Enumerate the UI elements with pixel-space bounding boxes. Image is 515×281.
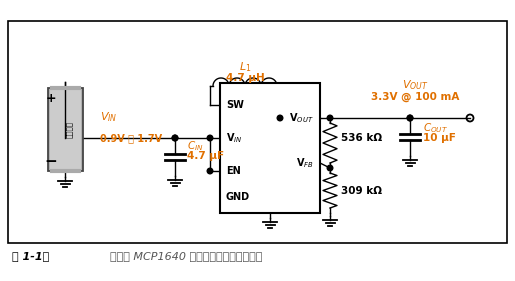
Circle shape [407,115,413,121]
Text: 536 kΩ: 536 kΩ [341,133,382,143]
Text: V$_{OUT}$: V$_{OUT}$ [289,111,314,125]
Text: GND: GND [226,192,250,202]
Text: 309 kΩ: 309 kΩ [341,185,382,196]
Text: 4.7 μH: 4.7 μH [226,73,264,83]
Text: V$_{FB}$: V$_{FB}$ [296,156,314,170]
Text: V$_{IN}$: V$_{IN}$ [226,131,243,145]
Circle shape [327,115,333,121]
Circle shape [327,165,333,171]
Text: 0.9V 至 1.7V: 0.9V 至 1.7V [100,133,162,143]
Text: SW: SW [226,100,244,110]
Circle shape [172,135,178,141]
Text: $L_1$: $L_1$ [239,60,251,74]
Text: $V_{OUT}$: $V_{OUT}$ [402,78,428,92]
Circle shape [207,168,213,174]
Bar [8,21,507,243]
Text: $C_{OUT}$: $C_{OUT}$ [423,121,448,135]
Text: EN: EN [226,166,241,176]
Text: $V_{IN}$: $V_{IN}$ [100,110,117,124]
Circle shape [407,115,413,121]
Text: 3.3V @ 100 mA: 3.3V @ 100 mA [371,92,459,102]
Bar [220,83,320,213]
Text: −: − [44,153,57,169]
Text: 10 μF: 10 μF [423,133,456,143]
Text: 典型的 MCP1640 升压转换器单节电池输入: 典型的 MCP1640 升压转换器单节电池输入 [110,251,262,261]
Circle shape [207,135,213,141]
Text: 4.7 μF: 4.7 μF [187,151,224,161]
Circle shape [172,135,178,141]
Text: 碱性电池: 碱性电池 [66,121,72,138]
Bar [49,90,80,169]
Text: +: + [45,92,56,105]
Text: 图 1-1：: 图 1-1： [12,251,49,261]
Bar [47,88,82,171]
Circle shape [277,115,283,121]
Text: $C_{IN}$: $C_{IN}$ [187,139,203,153]
